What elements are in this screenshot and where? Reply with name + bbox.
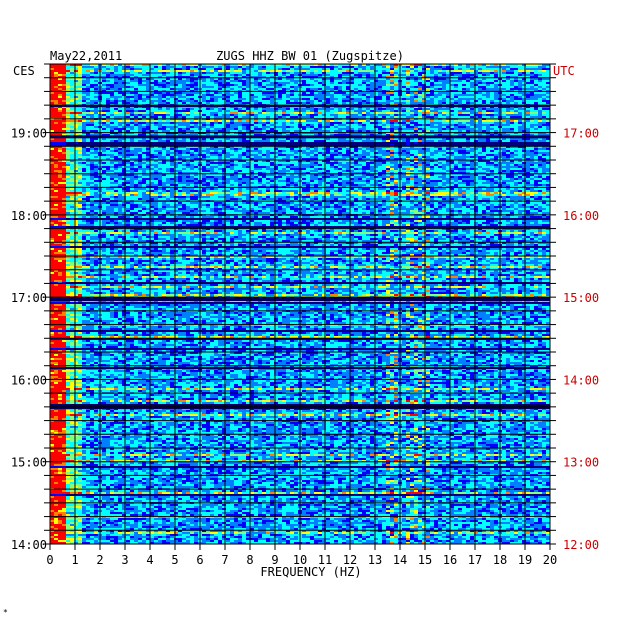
x-axis-ticks: 0 1 2 3 4 5 6 7 8 9 10 11 12 13 14 15 16 17 18 19 20: [46, 544, 557, 567]
right-time-tick-label: 13:00: [563, 456, 599, 470]
right-time-tick-label: 16:00: [563, 209, 599, 223]
left-time-tick-label: 14:00: [11, 538, 47, 552]
x-tick-label: 19: [518, 553, 532, 567]
x-tick-label: 12: [343, 553, 357, 567]
x-tick-label: 7: [221, 553, 228, 567]
x-tick-label: 15: [418, 553, 432, 567]
chart-station-title: ZUGS HHZ BW 01 (Zugspitze): [216, 49, 404, 63]
left-time-tick-label: 15:00: [11, 456, 47, 470]
right-time-axis: 17:00 16:00 15:00 14:00 13:00 12:00: [563, 127, 599, 552]
x-tick-label: 16: [443, 553, 457, 567]
x-tick-label: 11: [318, 553, 332, 567]
left-time-tick-label: 19:00: [11, 127, 47, 141]
right-time-tick-label: 14:00: [563, 373, 599, 387]
x-tick-label: 3: [121, 553, 128, 567]
right-timezone-label: UTC: [553, 64, 575, 78]
left-time-tick-label: 16:00: [11, 373, 47, 387]
x-tick-label: 2: [96, 553, 103, 567]
x-axis-label: FREQUENCY (HZ): [260, 565, 361, 579]
x-tick-label: 9: [271, 553, 278, 567]
right-time-tick-label: 17:00: [563, 127, 599, 141]
x-tick-label: 14: [393, 553, 407, 567]
x-tick-label: 10: [293, 553, 307, 567]
right-time-tick-label: 12:00: [563, 538, 599, 552]
corner-mark: *: [3, 608, 8, 617]
x-tick-label: 18: [493, 553, 507, 567]
chart-date-title: May22,2011: [50, 49, 122, 63]
left-time-tick-label: 17:00: [11, 291, 47, 305]
x-tick-label: 8: [246, 553, 253, 567]
left-time-axis: 19:00 18:00 17:00 16:00 15:00 14:00: [11, 127, 47, 552]
x-tick-label: 6: [196, 553, 203, 567]
left-timezone-label: CES: [13, 64, 35, 78]
x-tick-label: 1: [71, 553, 78, 567]
x-tick-label: 4: [146, 553, 153, 567]
x-tick-label: 0: [46, 553, 53, 567]
x-tick-label: 5: [171, 553, 178, 567]
right-time-tick-label: 15:00: [563, 291, 599, 305]
left-time-tick-label: 18:00: [11, 209, 47, 223]
x-tick-label: 20: [543, 553, 557, 567]
x-tick-label: 17: [468, 553, 482, 567]
x-tick-label: 13: [368, 553, 382, 567]
